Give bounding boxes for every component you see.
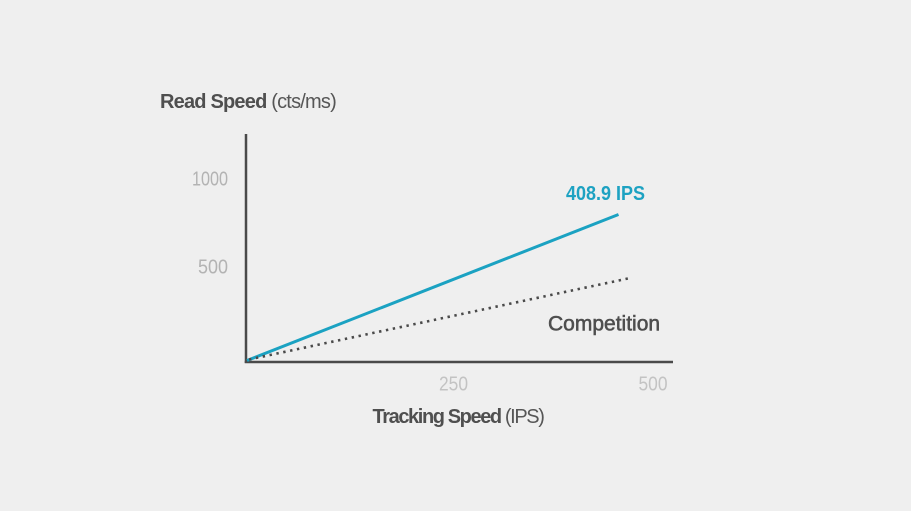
svg-text:Tracking Speed (IPS): Tracking Speed (IPS) [373, 406, 545, 428]
svg-text:500: 500 [639, 374, 668, 396]
svg-text:408.9 IPS: 408.9 IPS [566, 183, 645, 205]
svg-text:1000: 1000 [192, 169, 228, 191]
svg-text:Read Speed (cts/ms): Read Speed (cts/ms) [160, 91, 336, 113]
svg-text:Competition: Competition [548, 313, 660, 336]
svg-text:250: 250 [439, 374, 468, 396]
svg-text:500: 500 [198, 257, 228, 279]
